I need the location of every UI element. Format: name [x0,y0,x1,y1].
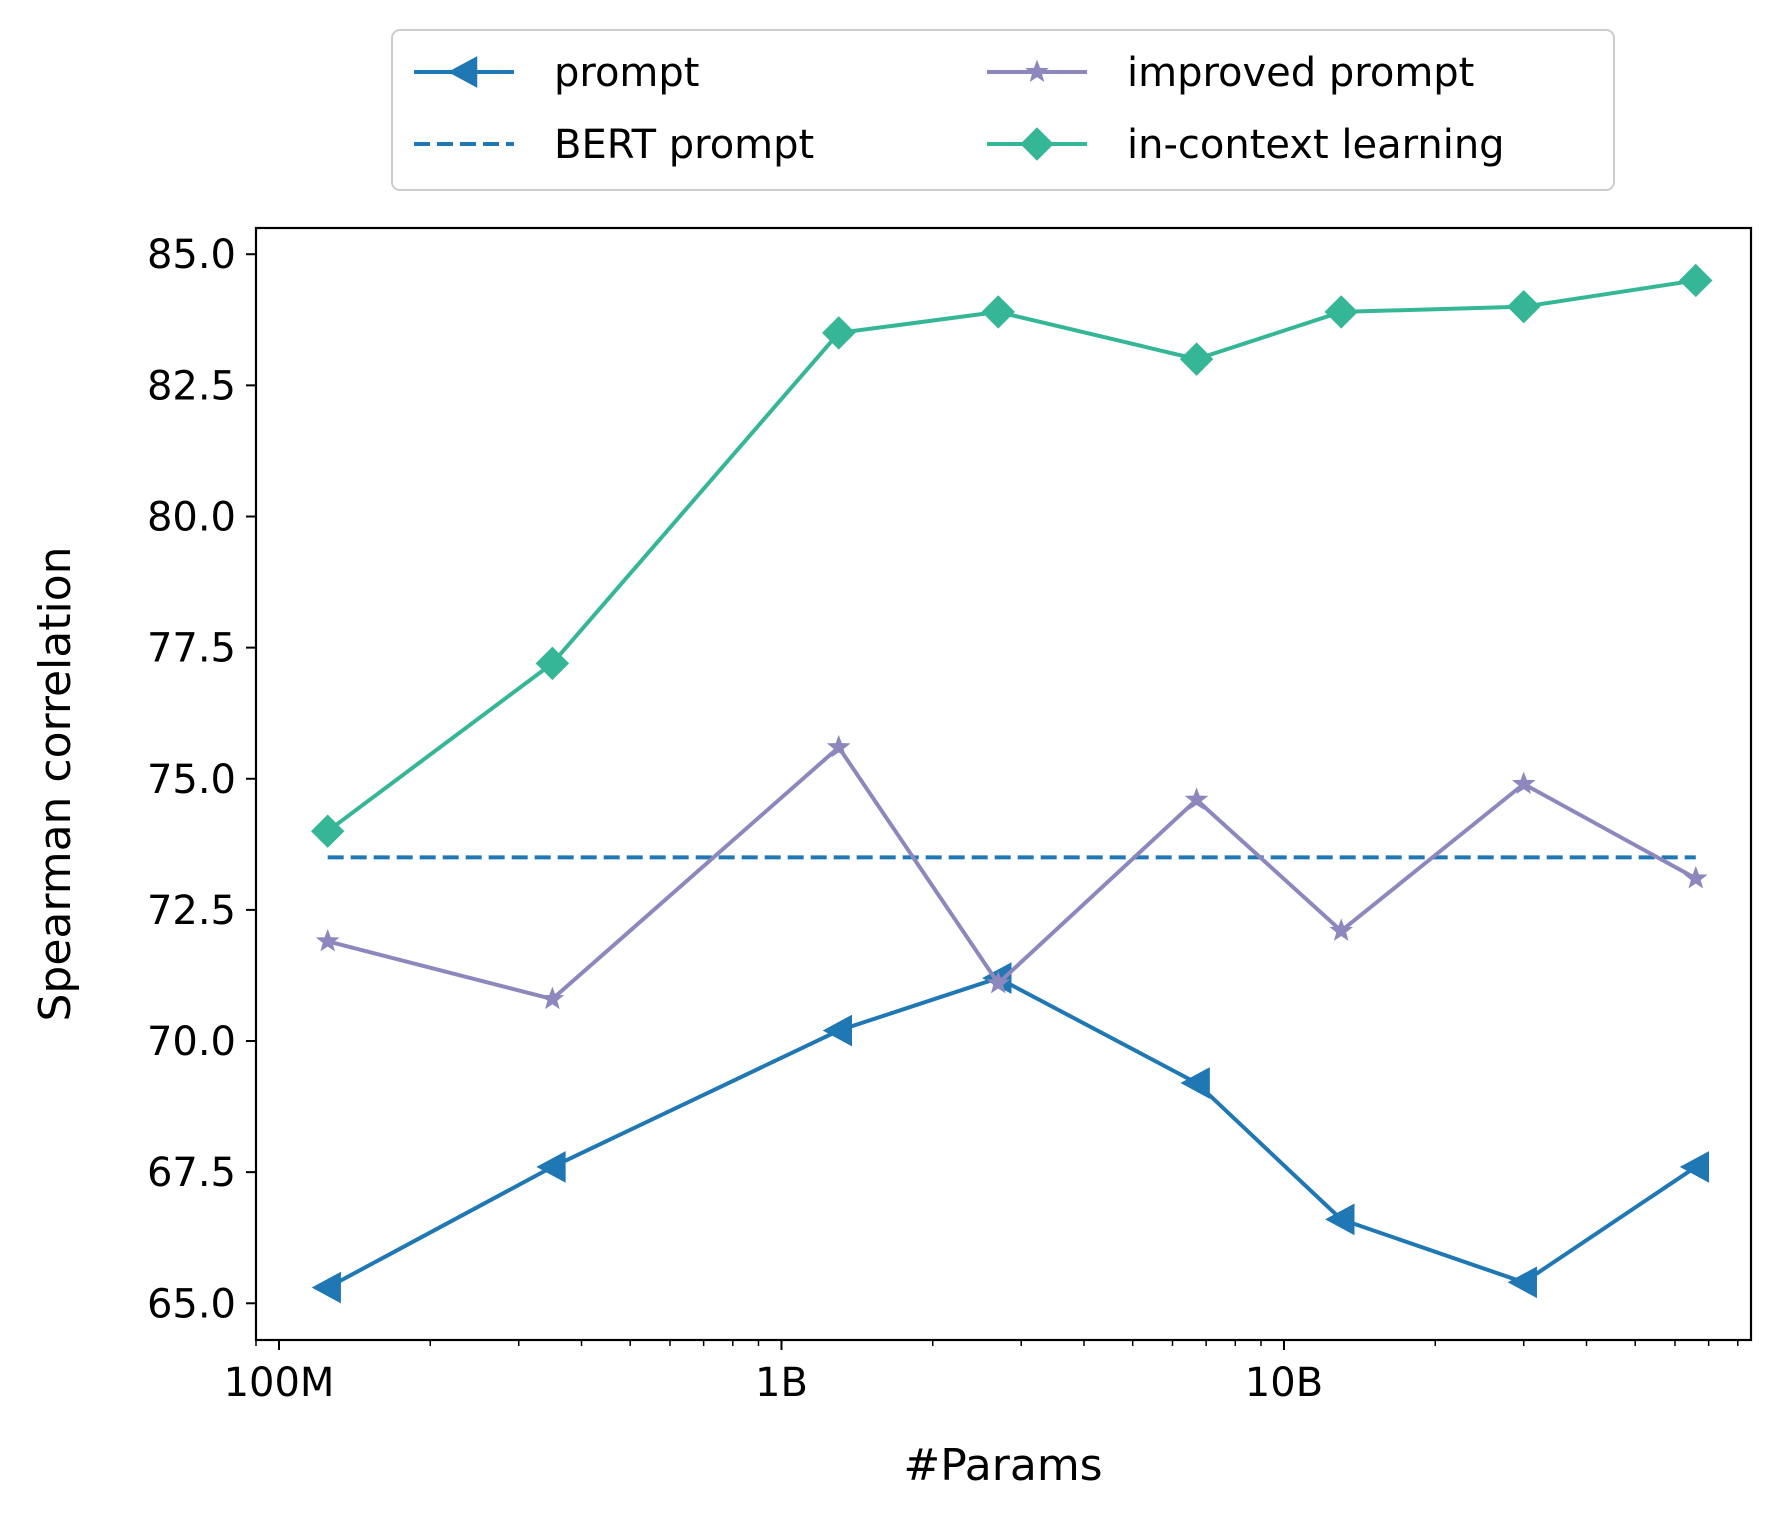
data-point [1511,771,1536,795]
legend-item: improved prompt [987,50,1474,96]
data-point [826,734,851,758]
data-point [1507,289,1541,324]
x-axis-title: #Params [903,1440,1102,1491]
data-point [311,1271,341,1304]
legend-label: prompt [554,50,699,96]
data-point [315,928,340,952]
legend-item: prompt [414,50,699,96]
legend-label: BERT prompt [554,122,814,168]
data-point [822,1014,852,1047]
legend-swatch-marker [1025,59,1049,83]
legend: prompt BERT prompt improved prompt in-conte… [391,29,1615,191]
x-tick-label: 100M [224,1360,335,1406]
series-in-context-learning [310,263,1713,848]
legend-swatch-marker [447,56,478,88]
legend-label: in-context learning [1127,122,1505,168]
y-tick-label: 67.5 [147,1150,236,1196]
data-point [1325,1203,1355,1236]
data-point [1679,1151,1710,1183]
y-axis: 65.0 67.5 70.0 72.5 75.0 77.5 80.0 82.5 85.0 [147,232,256,1327]
data-point [981,295,1015,329]
y-tick-label: 77.5 [147,626,236,672]
series-prompt [311,962,1710,1304]
data-point [822,316,856,350]
data-point [310,814,345,848]
y-tick-label: 72.5 [147,888,236,934]
data-point [535,646,570,681]
data-point [1180,1067,1210,1099]
y-tick-label: 82.5 [147,363,236,409]
data-point [1683,865,1708,889]
data-point [1507,1266,1537,1299]
data-point [536,1151,566,1183]
y-tick-label: 65.0 [147,1281,236,1327]
y-tick-label: 75.0 [147,757,236,803]
data-point [1324,295,1358,329]
legend-box [391,29,1615,191]
data-point [1679,263,1713,298]
legend-item: BERT prompt [414,122,814,168]
data-point [1184,787,1209,810]
y-axis-title: Spearman correlation [30,547,81,1022]
x-tick-label: 1B [755,1360,808,1406]
y-tick-label: 85.0 [147,232,236,278]
chart-marks [310,263,1713,1304]
y-tick-label: 70.0 [147,1019,236,1065]
legend-swatch-marker [1020,127,1054,161]
series-line [326,278,1697,833]
x-axis: 100M 1B 10B [224,1340,1739,1406]
legend-item: in-context learning [987,122,1505,168]
data-point [540,986,565,1010]
data-point [1329,918,1354,941]
plot-frame [254,226,1753,1342]
legend-label: improved prompt [1127,50,1474,96]
series-improved-prompt [315,734,1708,1010]
x-tick-label: 10B [1245,1360,1323,1406]
data-point [986,970,1011,994]
y-tick-label: 80.0 [147,494,236,540]
series-line [326,976,1697,1290]
series-line [327,745,1697,1002]
data-point [1179,342,1214,376]
